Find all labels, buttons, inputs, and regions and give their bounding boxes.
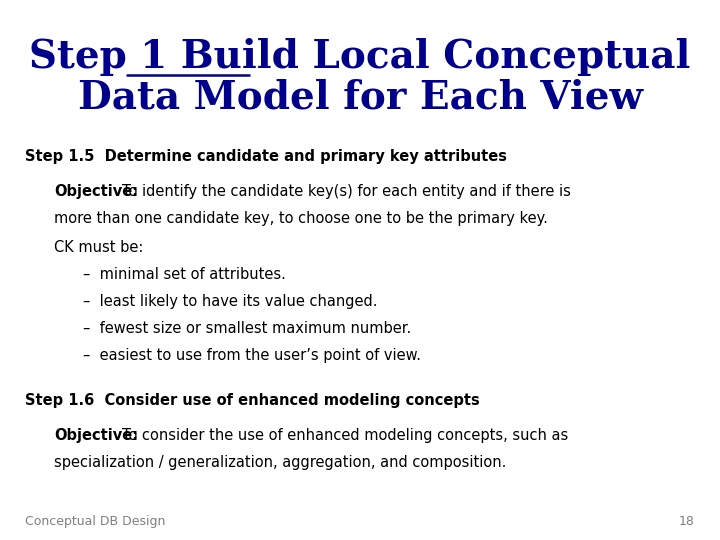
Text: Step 1.6  Consider use of enhanced modeling concepts: Step 1.6 Consider use of enhanced modeli… xyxy=(25,393,480,408)
Text: –  minimal set of attributes.: – minimal set of attributes. xyxy=(83,267,286,282)
Text: Objective:: Objective: xyxy=(54,428,138,443)
Text: –  easiest to use from the user’s point of view.: – easiest to use from the user’s point o… xyxy=(83,348,420,363)
Text: To consider the use of enhanced modeling concepts, such as: To consider the use of enhanced modeling… xyxy=(122,428,569,443)
Text: –  least likely to have its value changed.: – least likely to have its value changed… xyxy=(83,294,377,309)
Text: –  fewest size or smallest maximum number.: – fewest size or smallest maximum number… xyxy=(83,321,411,336)
Text: Objective:: Objective: xyxy=(54,184,138,199)
Text: CK must be:: CK must be: xyxy=(54,240,143,255)
Text: Conceptual DB Design: Conceptual DB Design xyxy=(25,515,166,528)
Text: more than one candidate key, to choose one to be the primary key.: more than one candidate key, to choose o… xyxy=(54,211,548,226)
Text: 18: 18 xyxy=(679,515,695,528)
Text: Step 1 Build Local Conceptual: Step 1 Build Local Conceptual xyxy=(30,38,690,76)
Text: Data Model for Each View: Data Model for Each View xyxy=(78,78,642,116)
Text: Step 1.5  Determine candidate and primary key attributes: Step 1.5 Determine candidate and primary… xyxy=(25,148,507,164)
Text: To identify the candidate key(s) for each entity and if there is: To identify the candidate key(s) for eac… xyxy=(122,184,571,199)
Text: specialization / generalization, aggregation, and composition.: specialization / generalization, aggrega… xyxy=(54,455,506,470)
